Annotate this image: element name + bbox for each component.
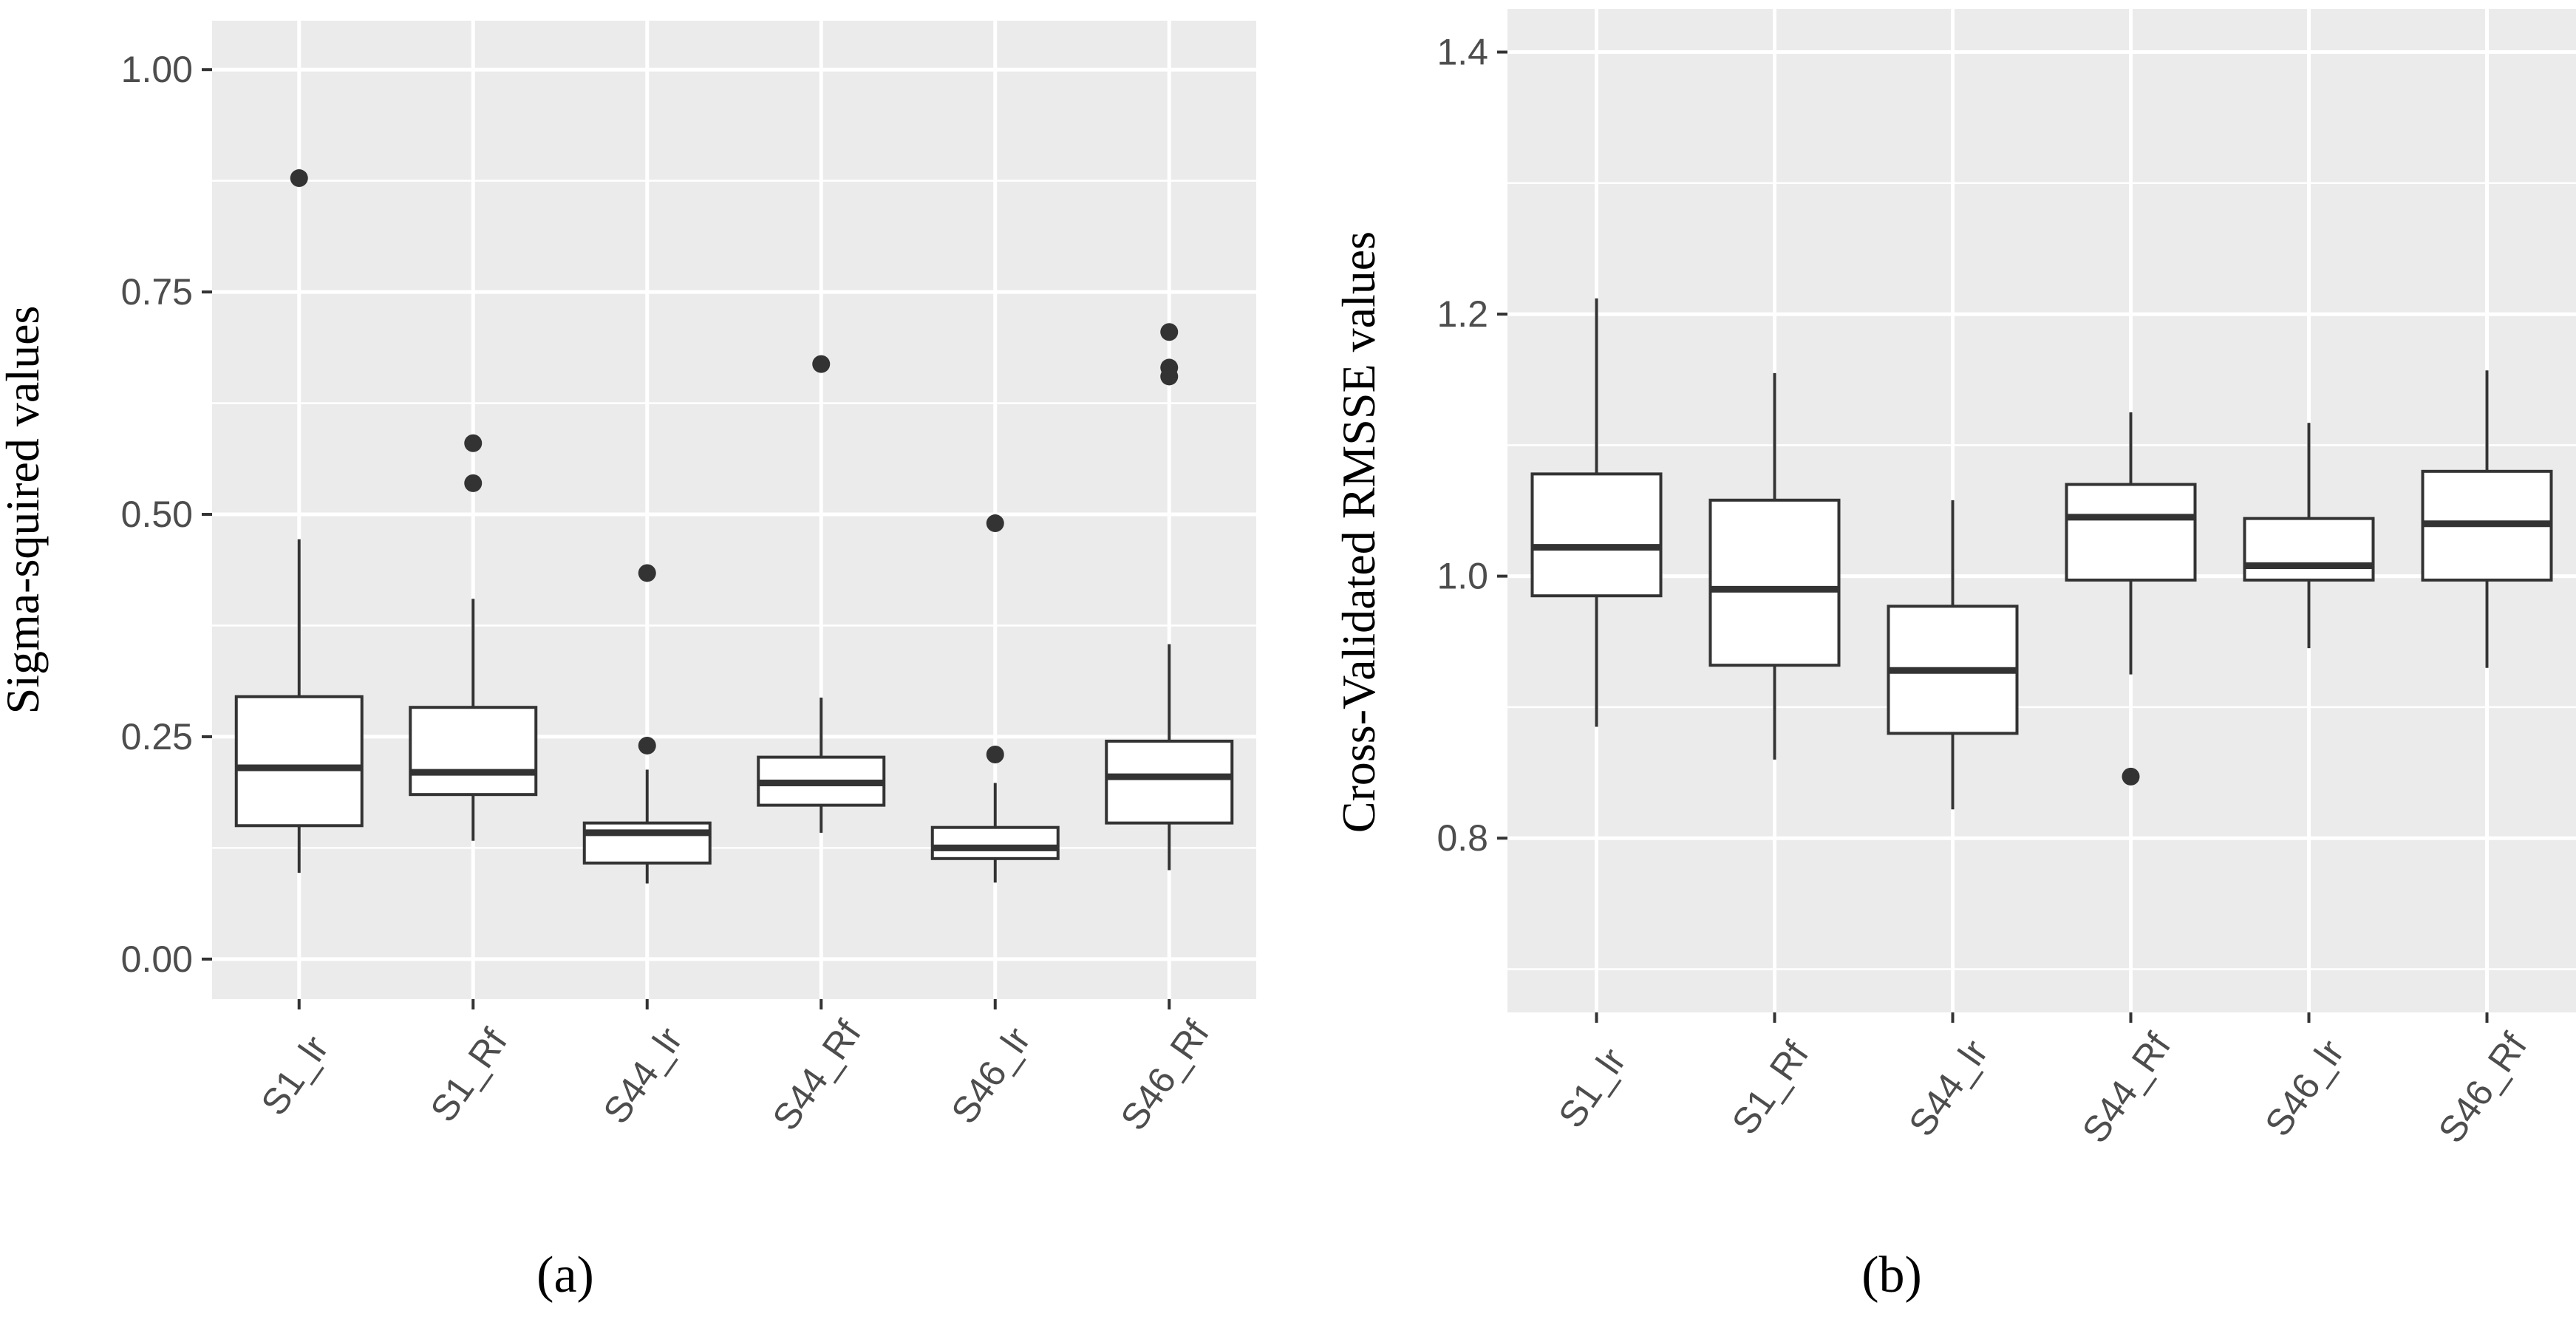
x-tick-label: S1_lr <box>253 1028 336 1123</box>
box-S1_lr <box>1530 472 1663 598</box>
y-tick-label: 1.00 <box>121 49 193 90</box>
x-tick-label: S44_lr <box>595 1020 690 1131</box>
outlier-point <box>1160 323 1179 341</box>
outlier-point <box>290 169 308 188</box>
x-tick-label: S44_lr <box>1901 1032 1996 1144</box>
box-S1_lr <box>234 695 364 828</box>
outlier-point <box>986 514 1004 533</box>
outlier-point <box>464 474 483 492</box>
panel-a: 0.00 0.25 0.50 0.75 1.00 S1_lr S1_Rf S44_lr S44_… <box>0 21 1256 1138</box>
box-S1_Rf <box>1708 498 1841 667</box>
y-tick-label: 0.75 <box>121 271 193 313</box>
y-tick-label: 0.25 <box>121 716 193 757</box>
outlier-point <box>2122 767 2140 786</box>
caption-a: (a) <box>536 1247 594 1304</box>
box-S1_Rf <box>409 706 538 797</box>
outlier-point <box>986 746 1004 763</box>
y-tick-label: 1.0 <box>1437 556 1488 597</box>
panel-b: 0.8 1.0 1.2 1.4 S1_lr S1_Rf S44_lr S44_Rf S46_lr… <box>1332 9 2576 1151</box>
y-tick-label: 0.00 <box>121 939 193 980</box>
x-tick-label: S44_Rf <box>2074 1026 2179 1151</box>
box-S46_Rf <box>1105 739 1234 825</box>
outlier-point <box>638 736 656 755</box>
x-tick-label: S46_lr <box>943 1020 1038 1131</box>
panel-background <box>212 21 1256 999</box>
x-tick-label: S46_Rf <box>2430 1026 2535 1151</box>
y-tick-label: 0.8 <box>1437 817 1488 859</box>
x-tick-label: S46_lr <box>2257 1032 2352 1144</box>
x-tick-label: S1_Rf <box>1724 1034 1817 1142</box>
x-tick-label: S46_Rf <box>1113 1013 1218 1138</box>
y-axis-title: Sigma-squired values <box>0 306 49 715</box>
box-S44_Rf <box>2065 483 2197 582</box>
outlier-point <box>1160 367 1179 386</box>
y-tick-label: 1.4 <box>1437 32 1488 73</box>
box-S46_lr <box>2243 517 2375 582</box>
x-tick-label: S44_Rf <box>765 1013 870 1138</box>
outlier-point <box>464 434 483 452</box>
y-tick-label: 0.50 <box>121 494 193 535</box>
x-tick-label: S1_lr <box>1550 1040 1634 1135</box>
outlier-point <box>638 564 656 582</box>
box-S44_lr <box>582 821 712 865</box>
y-tick-label: 1.2 <box>1437 293 1488 335</box>
panel-background <box>1507 9 2576 1012</box>
x-tick-label: S1_Rf <box>423 1021 516 1129</box>
outlier-point <box>812 355 831 373</box>
box-S46_lr <box>930 825 1060 860</box>
y-axis-title: Cross-Validated RMSSE values <box>1332 231 1385 833</box>
caption-b: (b) <box>1861 1247 1922 1304</box>
